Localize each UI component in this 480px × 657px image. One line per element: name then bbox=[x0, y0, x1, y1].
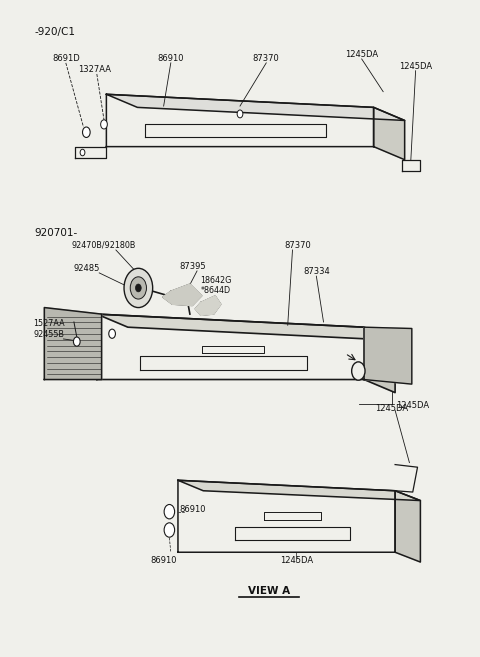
Circle shape bbox=[80, 149, 85, 156]
Text: 92470B/92180B: 92470B/92180B bbox=[72, 241, 136, 250]
Text: 8691D: 8691D bbox=[52, 54, 80, 63]
Circle shape bbox=[164, 523, 175, 537]
Text: 1245DA: 1245DA bbox=[280, 556, 313, 565]
Polygon shape bbox=[195, 296, 221, 315]
Text: A: A bbox=[355, 367, 362, 376]
Circle shape bbox=[130, 277, 146, 299]
Circle shape bbox=[83, 127, 90, 137]
Text: 86910: 86910 bbox=[179, 505, 205, 514]
Circle shape bbox=[164, 505, 175, 519]
Text: VIEW A: VIEW A bbox=[248, 587, 290, 597]
Text: 1327AA: 1327AA bbox=[78, 65, 111, 74]
Polygon shape bbox=[373, 107, 405, 160]
Circle shape bbox=[124, 268, 153, 307]
Text: 1245DA: 1245DA bbox=[345, 50, 378, 59]
Text: 87395: 87395 bbox=[179, 262, 205, 271]
Text: 87334: 87334 bbox=[303, 267, 330, 276]
Text: 86910: 86910 bbox=[150, 556, 177, 565]
Circle shape bbox=[237, 110, 243, 118]
Text: 1245DA: 1245DA bbox=[399, 62, 432, 71]
Polygon shape bbox=[97, 314, 395, 340]
Polygon shape bbox=[364, 327, 395, 393]
Polygon shape bbox=[163, 284, 202, 306]
Polygon shape bbox=[178, 480, 420, 501]
Text: -920/C1: -920/C1 bbox=[35, 27, 76, 37]
Circle shape bbox=[101, 120, 108, 129]
Polygon shape bbox=[44, 307, 102, 380]
Polygon shape bbox=[364, 327, 412, 384]
Text: 87370: 87370 bbox=[253, 54, 280, 63]
Text: 1245DA: 1245DA bbox=[375, 405, 408, 413]
Text: 87370: 87370 bbox=[284, 241, 311, 250]
Circle shape bbox=[135, 284, 141, 292]
Circle shape bbox=[73, 337, 80, 346]
Text: 86910: 86910 bbox=[157, 54, 184, 63]
Polygon shape bbox=[107, 95, 405, 120]
Text: 18642G: 18642G bbox=[201, 275, 232, 284]
Text: 92485: 92485 bbox=[73, 265, 99, 273]
Circle shape bbox=[352, 362, 365, 380]
Text: *8644D: *8644D bbox=[201, 286, 231, 295]
Text: 92455B: 92455B bbox=[34, 330, 65, 339]
Text: 1527AA: 1527AA bbox=[33, 319, 65, 328]
Circle shape bbox=[109, 329, 116, 338]
Text: 1245DA: 1245DA bbox=[396, 401, 429, 410]
Polygon shape bbox=[395, 491, 420, 562]
Text: 920701-: 920701- bbox=[35, 228, 78, 238]
